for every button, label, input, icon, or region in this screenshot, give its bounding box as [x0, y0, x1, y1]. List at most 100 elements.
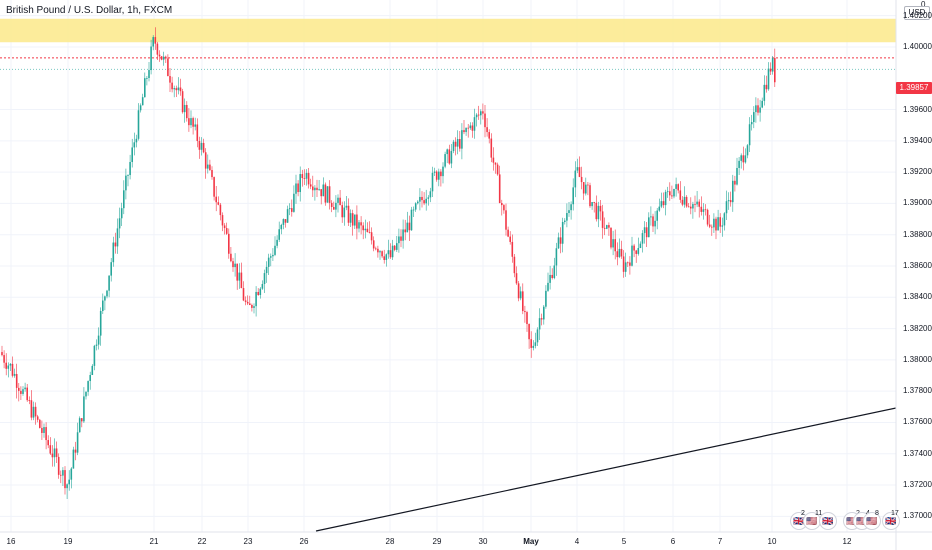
candle-body	[746, 145, 749, 156]
candle-body	[125, 175, 127, 191]
flag-us-icon[interactable]: 🇺🇸	[863, 512, 881, 530]
candle-body	[108, 275, 110, 291]
candle-body	[412, 209, 415, 211]
candle-body	[305, 172, 308, 179]
candle-body	[608, 225, 610, 228]
candle-body	[385, 254, 388, 260]
candle-body	[643, 227, 646, 234]
candle-body	[645, 227, 648, 238]
time-tick-label: 28	[385, 537, 395, 546]
candle-body	[150, 46, 152, 71]
candle-body	[228, 233, 230, 254]
candle-body	[400, 236, 402, 241]
candle-body	[297, 183, 299, 193]
currency-badge: 0	[921, 0, 926, 9]
currency-selector[interactable]: USD	[904, 6, 930, 20]
candle-body	[446, 149, 448, 155]
candle-body	[347, 205, 350, 223]
candle-body	[526, 312, 528, 325]
candle-body	[391, 245, 394, 258]
candle-body	[587, 184, 589, 186]
candle-body	[148, 70, 150, 79]
candle-body	[435, 171, 438, 180]
candle-body	[589, 185, 591, 207]
candle-body	[729, 200, 732, 203]
candle-body	[333, 206, 335, 210]
candle-body	[767, 68, 770, 90]
price-tick-label: 1.37200	[903, 480, 932, 490]
candle-body	[118, 218, 121, 229]
candle-body	[664, 191, 667, 206]
candle-body	[433, 171, 436, 173]
candle-body	[343, 207, 346, 218]
candle-body	[377, 248, 379, 253]
candle-body	[47, 440, 49, 446]
candle-body	[318, 189, 320, 191]
flag-uk-icon[interactable]: 🇬🇧	[882, 512, 900, 530]
candle-body	[158, 54, 161, 57]
candle-body	[662, 201, 665, 206]
candle-body	[387, 250, 390, 255]
candle-body	[624, 262, 627, 272]
candle-body	[162, 56, 165, 60]
candle-body	[675, 184, 677, 189]
candle-body	[404, 229, 406, 233]
candle-body	[700, 206, 703, 212]
candle-body	[213, 177, 215, 197]
candle-body	[114, 242, 117, 247]
candle-body	[576, 167, 579, 171]
candle-body	[444, 154, 446, 167]
candle-body	[383, 256, 385, 260]
candle-body	[9, 363, 12, 366]
candle-body	[406, 222, 409, 233]
candle-body	[698, 201, 700, 207]
candle-body	[559, 237, 562, 244]
candle-body	[690, 206, 692, 209]
time-tick-label: 12	[842, 537, 852, 546]
candle-body	[204, 152, 207, 169]
candle-body	[492, 157, 495, 163]
candle-body	[76, 432, 79, 453]
price-tick-label: 1.37400	[903, 448, 932, 458]
candle-body	[156, 43, 159, 55]
candle-body	[74, 449, 77, 453]
candle-body	[740, 155, 742, 161]
candle-body	[505, 210, 507, 230]
candle-body	[295, 183, 297, 194]
candle-body	[72, 449, 75, 469]
candle-body	[734, 180, 736, 185]
candle-body	[427, 197, 430, 199]
candle-body	[771, 58, 774, 72]
candle-body	[761, 100, 763, 108]
candle-body	[750, 122, 753, 125]
candle-body	[265, 266, 268, 274]
candle-body	[450, 151, 453, 164]
flag-uk-icon[interactable]: 🇬🇧	[819, 512, 837, 530]
candle-body	[139, 105, 142, 111]
candle-body	[759, 107, 761, 113]
candle-body	[291, 208, 293, 212]
candle-body	[93, 345, 96, 366]
candle-body	[635, 250, 637, 254]
candle-body	[221, 215, 224, 226]
candle-body	[83, 396, 85, 422]
candle-body	[188, 118, 190, 126]
candle-body	[469, 125, 472, 129]
candle-body	[91, 365, 94, 376]
candle-body	[580, 176, 583, 183]
time-tick-label: 5	[621, 537, 627, 546]
candle-body	[671, 195, 673, 197]
candle-body	[410, 209, 413, 231]
candle-body	[238, 272, 241, 281]
candle-body	[133, 142, 136, 148]
price-tick-label: 1.39000	[903, 198, 932, 208]
candle-body	[198, 141, 201, 150]
candle-body	[522, 291, 524, 312]
candle-body	[356, 214, 358, 229]
candle-body	[232, 261, 234, 268]
candle-body	[137, 110, 140, 139]
event-count: 17	[891, 510, 899, 517]
candle-body	[144, 78, 146, 98]
price-tick-label: 1.38800	[903, 229, 932, 239]
